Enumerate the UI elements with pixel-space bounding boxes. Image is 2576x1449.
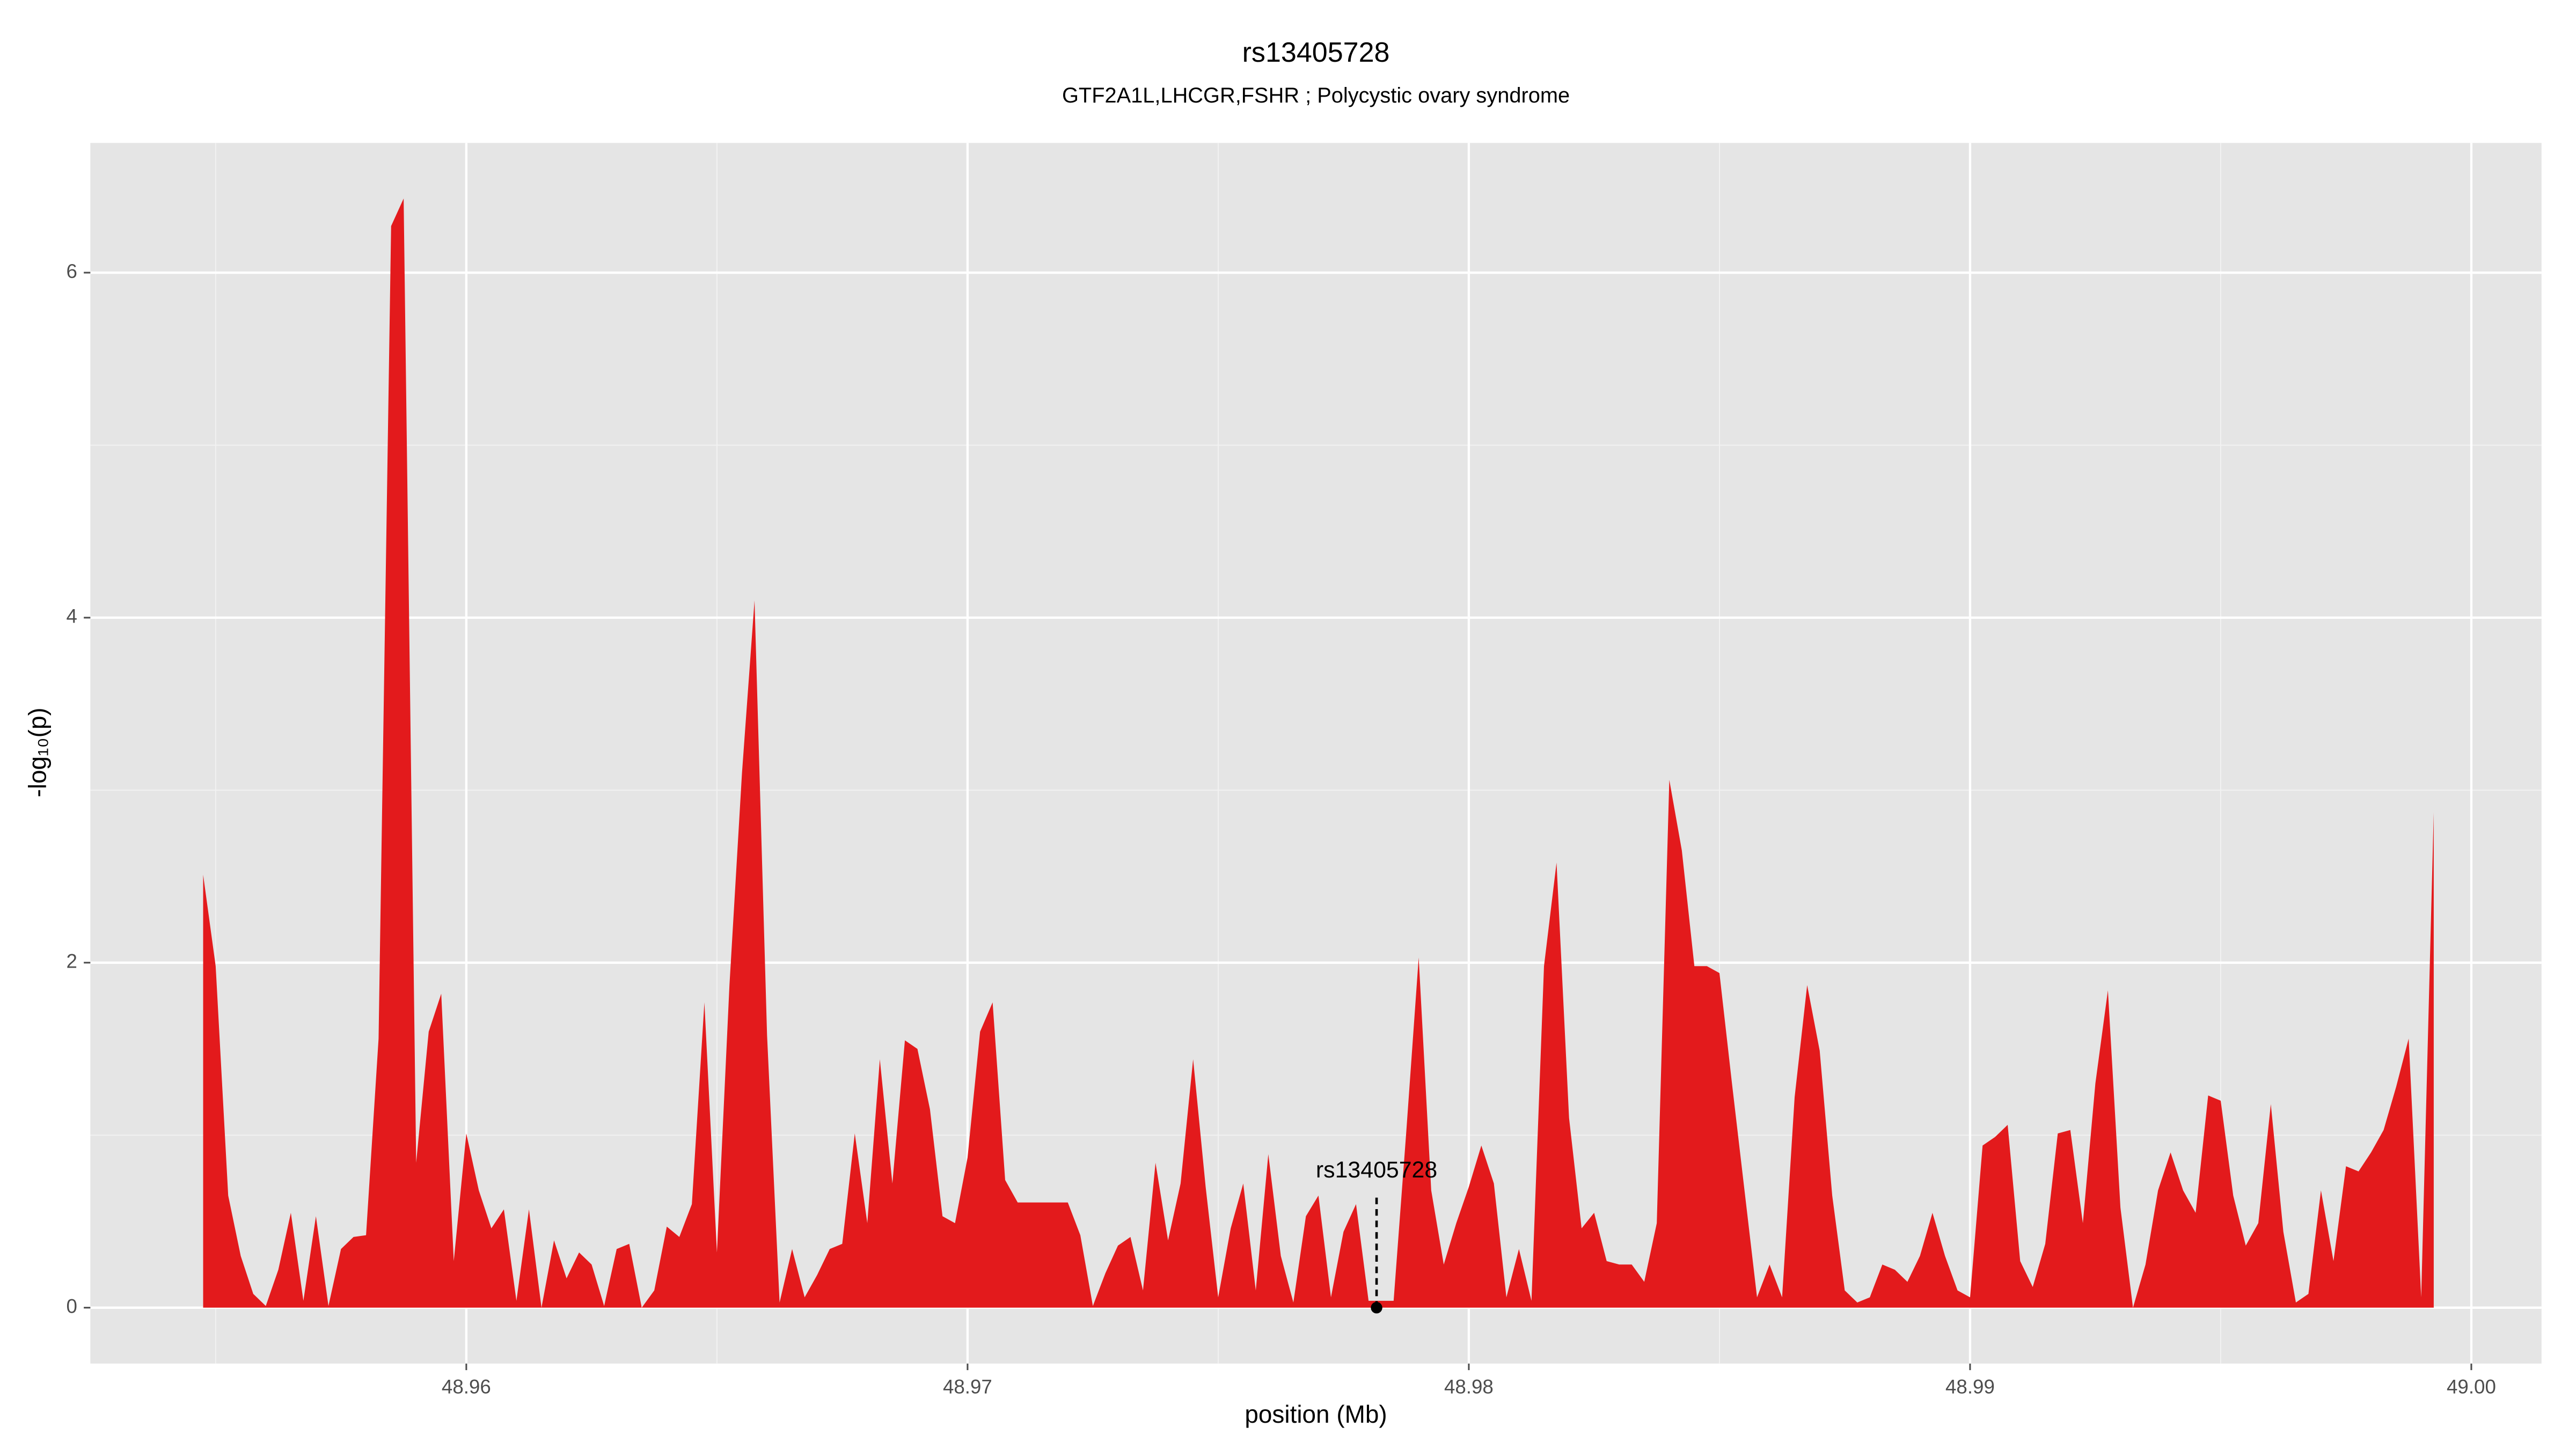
y-tick-label: 0 bbox=[66, 1295, 77, 1317]
area bbox=[203, 198, 2434, 1308]
y-tick-label: 4 bbox=[66, 605, 77, 627]
chart-title: rs13405728 bbox=[1242, 37, 1390, 68]
annotation-point bbox=[1371, 1301, 1382, 1314]
plot-panel bbox=[90, 143, 2542, 1364]
x-tick-label: 48.97 bbox=[943, 1375, 992, 1397]
y-tick-label: 6 bbox=[66, 260, 77, 282]
y-tick-label: 2 bbox=[66, 950, 77, 972]
x-tick-label: 48.99 bbox=[1945, 1375, 1995, 1397]
annotation-label: rs13405728 bbox=[1316, 1157, 1437, 1183]
x-tick-label: 48.96 bbox=[442, 1375, 491, 1397]
x-tick-label: 49.00 bbox=[2447, 1375, 2496, 1397]
x-tick-label: 48.98 bbox=[1444, 1375, 1494, 1397]
x-axis-label: position (Mb) bbox=[1245, 1400, 1387, 1428]
y-axis-label: -log₁₀(p) bbox=[24, 707, 52, 797]
chart-subtitle: GTF2A1L,LHCGR,FSHR ; Polycystic ovary sy… bbox=[1062, 84, 1570, 107]
